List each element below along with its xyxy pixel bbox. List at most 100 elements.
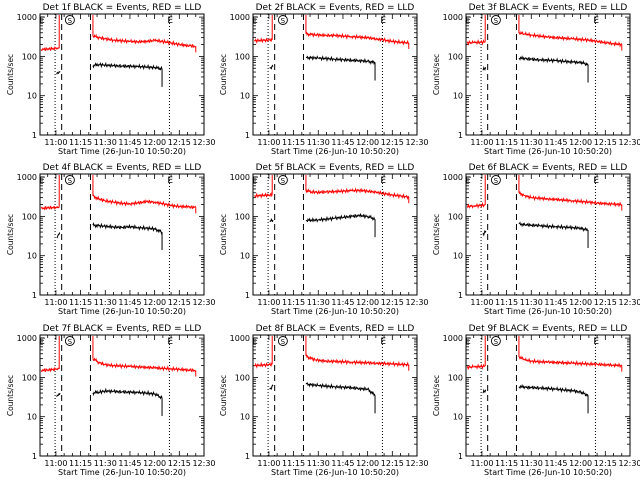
x-tick-label: 12:00 (143, 298, 166, 307)
lld-series-line (466, 38, 486, 46)
plot-frame (465, 334, 631, 457)
x-tick-label: 12:00 (569, 298, 592, 307)
y-tick-label: 1 (458, 452, 463, 461)
y-tick-label: 10 (453, 92, 463, 101)
x-tick-label: 11:30 (94, 298, 117, 307)
x-tick-label: 11:15 (495, 298, 518, 307)
y-tick-label: 100 (448, 212, 463, 221)
lld-series-line (466, 363, 486, 371)
events-series-line (518, 55, 589, 66)
x-axis-label: Start Time (26-Jun-10 10:50:20) (484, 307, 612, 316)
y-tick-label: 100 (448, 52, 463, 61)
y-axis-label: Counts/sec (6, 214, 15, 255)
x-tick-label: 11:00 (470, 138, 493, 147)
lld-series-line (305, 354, 410, 368)
x-tick-label: 11:45 (118, 138, 141, 147)
y-tick-label: 10 (27, 92, 37, 101)
marker-e-right: E (167, 337, 173, 347)
x-tick-label: 11:00 (257, 298, 280, 307)
x-tick-label: 12:15 (168, 298, 191, 307)
events-series-line (56, 70, 61, 75)
panel-title: Det 5f BLACK = Events, RED = LLD (256, 163, 415, 173)
events-series-line (305, 55, 376, 66)
panel-5: Det 5f BLACK = Events, RED = LLD 1 10 100 10… (219, 163, 429, 316)
y-tick-label: 1000 (443, 173, 463, 182)
x-tick-label: 11:30 (307, 298, 330, 307)
events-series-line (269, 384, 274, 390)
y-tick-label: 10 (27, 413, 37, 422)
y-axis-label: Counts/sec (219, 214, 228, 255)
panel-title: Det 4f BLACK = Events, RED = LLD (43, 163, 202, 173)
x-axis-label: Start Time (26-Jun-10 10:50:20) (484, 147, 612, 156)
y-tick-label: 10 (27, 252, 37, 261)
marker-e-left: E (39, 16, 45, 26)
y-tick-label: 1 (32, 291, 37, 300)
y-axis-label: Counts/sec (6, 54, 15, 95)
events-series-line (92, 61, 163, 71)
marker-s-circle (277, 175, 288, 185)
marker-e-right: E (380, 176, 386, 186)
x-tick-label: 12:15 (381, 459, 404, 468)
x-tick-label: 11:15 (69, 138, 92, 147)
x-tick-label: 11:30 (94, 138, 117, 147)
x-tick-label: 12:00 (356, 298, 379, 307)
x-tick-label: 11:45 (118, 298, 141, 307)
marker-s-circle (490, 175, 501, 185)
lld-series-line (92, 357, 197, 373)
y-tick-label: 1 (458, 291, 463, 300)
plot-frame (252, 13, 418, 136)
events-series-line (305, 212, 375, 223)
x-tick-label: 11:00 (470, 459, 493, 468)
y-tick-label: 1000 (17, 173, 37, 182)
y-tick-label: 1000 (17, 13, 37, 22)
marker-s-circle (64, 336, 75, 346)
marker-s: S (68, 17, 73, 25)
y-tick-label: 1 (32, 452, 37, 461)
x-tick-label: 11:15 (282, 459, 305, 468)
y-tick-label: 1 (245, 452, 250, 461)
x-tick-label: 11:30 (520, 298, 543, 307)
y-tick-label: 10 (453, 252, 463, 261)
marker-e-left: E (252, 176, 258, 186)
events-series-line (56, 232, 60, 239)
x-tick-label: 11:00 (257, 459, 280, 468)
events-series-line (269, 218, 274, 223)
x-axis-label: Start Time (26-Jun-10 10:50:20) (484, 468, 612, 477)
panel-title: Det 9f BLACK = Events, RED = LLD (469, 324, 628, 334)
x-tick-label: 11:00 (470, 298, 493, 307)
y-tick-label: 100 (235, 52, 250, 61)
panel-4: Det 4f BLACK = Events, RED = LLD 1 10 100 10… (6, 163, 216, 316)
y-tick-label: 10 (240, 92, 250, 101)
plot-frame (465, 13, 631, 136)
lld-series-line (466, 201, 486, 209)
x-tick-label: 12:00 (143, 138, 166, 147)
y-tick-label: 100 (22, 212, 37, 221)
events-series-line (269, 64, 274, 70)
panel-title: Det 2f BLACK = Events, RED = LLD (256, 3, 415, 13)
marker-e-left: E (465, 16, 471, 26)
panel-3: Det 3f BLACK = Events, RED = LLD 1 10 100 10… (432, 3, 640, 156)
marker-e-left: E (252, 337, 258, 347)
lld-series-line (254, 192, 273, 199)
x-tick-label: 12:15 (594, 298, 617, 307)
x-tick-label: 11:45 (544, 459, 567, 468)
marker-e-right: E (167, 176, 173, 186)
y-tick-label: 1000 (443, 13, 463, 22)
x-axis-label: Start Time (26-Jun-10 10:50:20) (271, 307, 399, 316)
y-tick-label: 1000 (443, 334, 463, 343)
x-tick-label: 12:30 (618, 459, 640, 468)
x-tick-label: 12:30 (405, 138, 428, 147)
y-axis-label: Counts/sec (219, 54, 228, 95)
marker-s: S (494, 17, 499, 25)
x-tick-label: 11:00 (44, 138, 67, 147)
panel-title: Det 6f BLACK = Events, RED = LLD (469, 163, 628, 173)
x-tick-label: 12:30 (618, 298, 640, 307)
marker-s: S (281, 338, 286, 346)
panel-2: Det 2f BLACK = Events, RED = LLD 1 10 100 10… (219, 3, 429, 156)
x-tick-label: 12:00 (356, 138, 379, 147)
lld-series-line (518, 30, 623, 48)
y-tick-label: 100 (22, 52, 37, 61)
panel-title: Det 1f BLACK = Events, RED = LLD (43, 3, 202, 13)
x-tick-label: 12:30 (192, 459, 215, 468)
